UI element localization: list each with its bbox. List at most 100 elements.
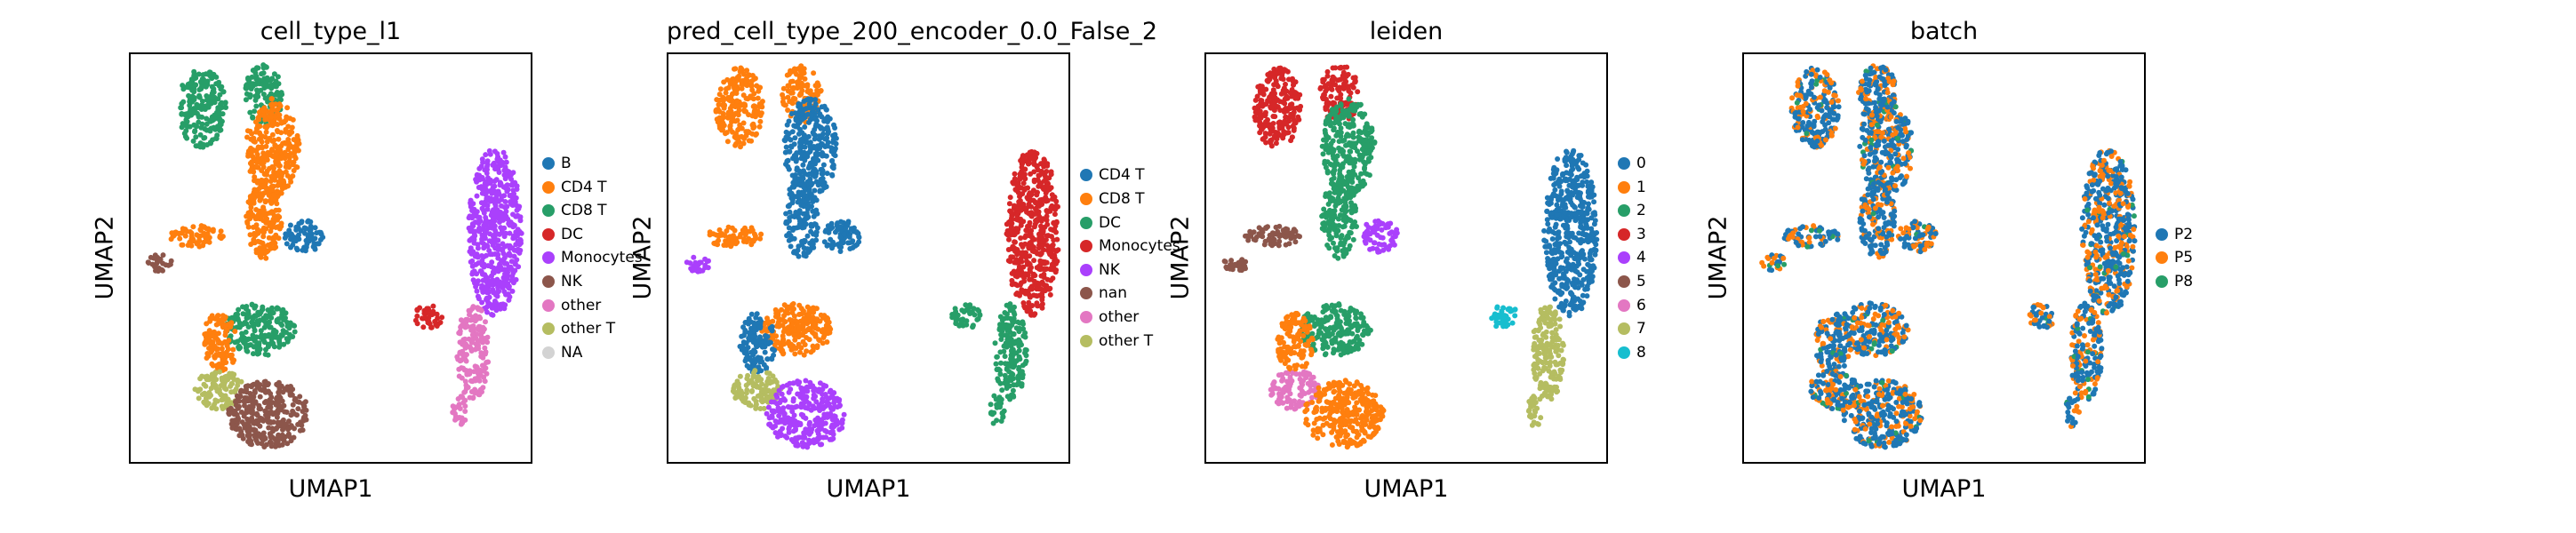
scatter-point xyxy=(784,434,790,441)
scatter-point xyxy=(1018,370,1024,376)
legend-item: Monocytes xyxy=(1080,235,1180,259)
scatter-point xyxy=(716,91,723,98)
scatter-point xyxy=(213,74,220,80)
scatter-point xyxy=(152,264,158,270)
scatter-point xyxy=(1028,285,1034,291)
scatter-point xyxy=(802,144,808,150)
scatter-point xyxy=(204,142,211,147)
scatter-point xyxy=(284,105,291,111)
scatter-point xyxy=(288,244,293,251)
scatter-point xyxy=(804,427,810,434)
scatter-point xyxy=(1024,259,1029,265)
scatter-point xyxy=(765,394,772,401)
scatter-point xyxy=(714,97,720,103)
scatter-point xyxy=(501,172,508,178)
scatter-point xyxy=(808,98,814,104)
scatter-point xyxy=(492,166,498,172)
scatter-point xyxy=(828,404,834,410)
scatter-point xyxy=(271,213,277,219)
scatter-point xyxy=(1008,358,1014,364)
scatter-point xyxy=(808,191,814,197)
scatter-point xyxy=(213,322,220,328)
scatter-point xyxy=(259,139,265,145)
legend-label: NK xyxy=(1099,260,1120,279)
scatter-point xyxy=(814,343,820,349)
scatter-point xyxy=(1040,259,1046,265)
scatter-point xyxy=(750,383,756,389)
scatter-point xyxy=(713,108,719,115)
legend-item: other xyxy=(542,293,643,317)
scatter-point xyxy=(802,124,808,130)
scatter-point xyxy=(1289,101,1295,107)
scatter-point xyxy=(741,346,748,352)
scatter-point xyxy=(247,168,253,174)
scatter-point xyxy=(215,346,221,352)
scatter-point xyxy=(811,309,817,315)
scatter-point xyxy=(258,328,264,334)
scatter-point xyxy=(998,337,1004,342)
scatter-point xyxy=(791,313,797,319)
scatter-point xyxy=(828,424,835,430)
scatter-point xyxy=(774,394,780,400)
scatter-point xyxy=(749,73,756,78)
scatter-point xyxy=(259,178,265,184)
scatter-point xyxy=(1022,271,1028,277)
scatter-point xyxy=(1041,156,1047,163)
scatter-point xyxy=(484,360,490,365)
scatter-point xyxy=(783,144,789,150)
scatter-point xyxy=(805,405,812,411)
scatter-point xyxy=(974,316,980,322)
scatter-point xyxy=(750,352,756,358)
scatter-point xyxy=(503,230,508,236)
scatter-point xyxy=(750,333,756,339)
scatter-point xyxy=(283,126,289,132)
scatter-point xyxy=(268,91,274,97)
scatter-point xyxy=(256,109,262,115)
legend-label: other T xyxy=(1099,331,1154,350)
scatter-point xyxy=(220,111,226,117)
scatter-point xyxy=(186,92,192,99)
scatter-point xyxy=(243,97,249,103)
scatter-point xyxy=(820,171,826,177)
scatter-point xyxy=(209,91,215,97)
scatter-point xyxy=(504,275,510,282)
scatter-point xyxy=(290,402,296,408)
scatter-point xyxy=(230,346,236,353)
scatter-point xyxy=(810,347,816,354)
scatter-point xyxy=(1047,291,1053,298)
scatter-point xyxy=(275,122,281,127)
scatter-point xyxy=(1021,187,1028,193)
scatter-point xyxy=(1031,179,1037,185)
scatter-point xyxy=(314,230,320,236)
scatter-point xyxy=(843,225,849,231)
scatter-point xyxy=(1007,335,1013,341)
scatter-point xyxy=(991,393,997,399)
scatter-point xyxy=(1265,98,1271,104)
scatter-point xyxy=(204,97,210,103)
scatter-point xyxy=(801,224,807,230)
scatter-point xyxy=(263,346,268,353)
scatter-point xyxy=(1020,319,1026,325)
scatter-point xyxy=(193,134,199,140)
scatter-point xyxy=(820,396,826,402)
scatter-point xyxy=(848,227,854,233)
scatter-point xyxy=(279,171,285,177)
scatter-point xyxy=(462,345,468,351)
scatter-point xyxy=(792,351,798,357)
scatter-point xyxy=(259,168,265,173)
scatter-point xyxy=(236,405,241,411)
scatter-point xyxy=(482,285,488,291)
scatter-point xyxy=(736,139,742,145)
scatter-point xyxy=(478,200,484,206)
scatter-point xyxy=(485,175,491,181)
scatter-point xyxy=(222,366,228,372)
scatter-point xyxy=(266,331,272,338)
scatter-point xyxy=(824,429,830,434)
scatter-point xyxy=(1012,239,1018,245)
scatter-point xyxy=(201,105,207,111)
scatter-point xyxy=(1039,228,1045,235)
scatter-point xyxy=(738,231,744,237)
scatter-point xyxy=(744,73,750,79)
scatter-point xyxy=(999,410,1005,416)
scatter-point xyxy=(257,334,263,340)
